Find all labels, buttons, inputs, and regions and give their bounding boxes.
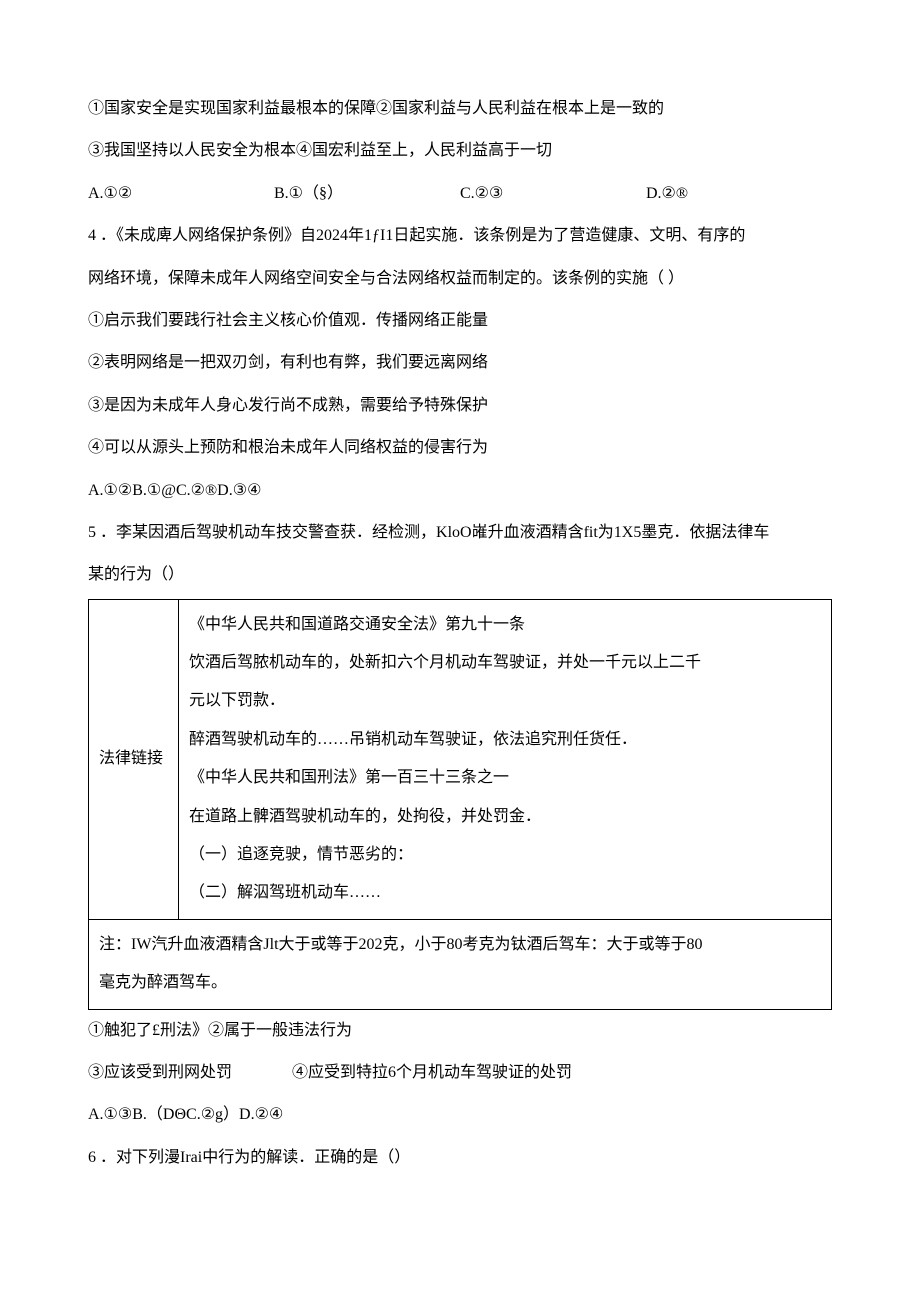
q6-number: 6 ．: [88, 1149, 116, 1166]
q4-stem-1: 《未成庳人网络保护条例》自2024年1ƒI1日起实施．该条例是为了营造健康、文明…: [116, 227, 745, 244]
law-p5: 《中华人民共和国刑法》第一百三十三条之一: [189, 759, 821, 797]
q6-stem: 对下列漫Irai中行为的解读．正确的是（）: [116, 1149, 410, 1166]
law-table: 法律链接 《中华人民共和国道路交通安全法》第九十一条 饮酒后驾脓机动车的，处新扣…: [88, 599, 832, 1010]
law-p3: 元以下罚款．: [189, 682, 821, 720]
law-note-2: 毫克为醉酒驾车。: [99, 964, 821, 1002]
q5-stem-2: 某的行为（）: [88, 556, 832, 594]
q4-statement-4: ④可以从源头上预防和根治未成年人同络权益的侵害行为: [88, 429, 832, 467]
q3-option-c: C.②③: [460, 175, 646, 213]
q4-options: A.①②B.①@C.②®D.③④: [88, 472, 832, 510]
law-p8: （二）解泅驾班机动车……: [189, 874, 821, 912]
law-p1: 《中华人民共和国道路交通安全法》第九十一条: [189, 606, 821, 644]
q4-statement-2: ②表明网络是一把双刃剑，有利也有弊，我们要远离网络: [88, 344, 832, 382]
q5-after-2b: ④应受到特拉6个月机动车驾驶证的处罚: [292, 1064, 572, 1081]
q5-after-2a: ③应该受到刑网处罚: [88, 1064, 232, 1081]
q3-statement-2: ③我国坚持以人民安全为根本④国宏利益至上，人民利益高于一切: [88, 132, 832, 170]
law-p4: 醉酒驾驶机动车的……吊销机动车驾驶证，依法追究刑任货任．: [189, 721, 821, 759]
law-p2: 饮酒后驾脓机动车的，处新扣六个月机动车驾驶证，并处一千元以上二千: [189, 644, 821, 682]
q3-option-d: D.②®: [646, 175, 832, 213]
law-note-1: 注：IW汽升血液酒精含Jlt大于或等于202克，小于80考克为钛酒后驾车：大于或…: [99, 926, 821, 964]
law-content-cell: 《中华人民共和国道路交通安全法》第九十一条 饮酒后驾脓机动车的，处新扣六个月机动…: [179, 599, 832, 919]
q4-statement-1: ①启示我们要践行社会主义核心价值观．传播网络正能量: [88, 302, 832, 340]
law-p6: 在道路上髀酒驾驶机动车的，处拘役，并处罚金．: [189, 798, 821, 836]
q4-number: 4 ．: [88, 227, 116, 244]
q5-line-1: 5 ．李某因酒后驾驶机动车技交警查获．经检测，KloO嶉升血液酒精含fit为1X…: [88, 514, 832, 552]
q3-options-row: A.①② B.①（§） C.②③ D.②®: [88, 175, 832, 213]
q5-number: 5 ．: [88, 524, 116, 541]
q3-option-a: A.①②: [88, 175, 274, 213]
q5-after-2: ③应该受到刑网处罚 ④应受到特拉6个月机动车驾驶证的处罚: [88, 1054, 832, 1092]
q3-option-b: B.①（§）: [274, 175, 460, 213]
law-note-cell: 注：IW汽升血液酒精含Jlt大于或等于202克，小于80考克为钛酒后驾车：大于或…: [89, 919, 832, 1009]
q4-stem-2: 网络环境，保障未成年人网络空间安全与合法网络权益而制定的。该条例的实施（ ）: [88, 260, 832, 298]
q3-statement-1: ①国家安全是实现国家利益最根本的保障②国家利益与人民利益在根本上是一致的: [88, 90, 832, 128]
q5-stem-1: 李某因酒后驾驶机动车技交警查获．经检测，KloO嶉升血液酒精含fit为1X5墨克…: [116, 524, 769, 541]
law-p7: （一）追逐竞驶，情节恶劣的：: [189, 836, 821, 874]
q5-after-1: ①触犯了£刑法》②属于一般违法行为: [88, 1012, 832, 1050]
law-label-cell: 法律链接: [89, 599, 179, 919]
q6-line: 6 ．对下列漫Irai中行为的解读．正确的是（）: [88, 1139, 832, 1177]
q4-line-1: 4 ．《未成庳人网络保护条例》自2024年1ƒI1日起实施．该条例是为了营造健康…: [88, 217, 832, 255]
q4-statement-3: ③是因为未成年人身心发行尚不成熟，需要给予特殊保护: [88, 387, 832, 425]
q5-options: A.①③B.（DΘC.②g）D.②④: [88, 1096, 832, 1134]
